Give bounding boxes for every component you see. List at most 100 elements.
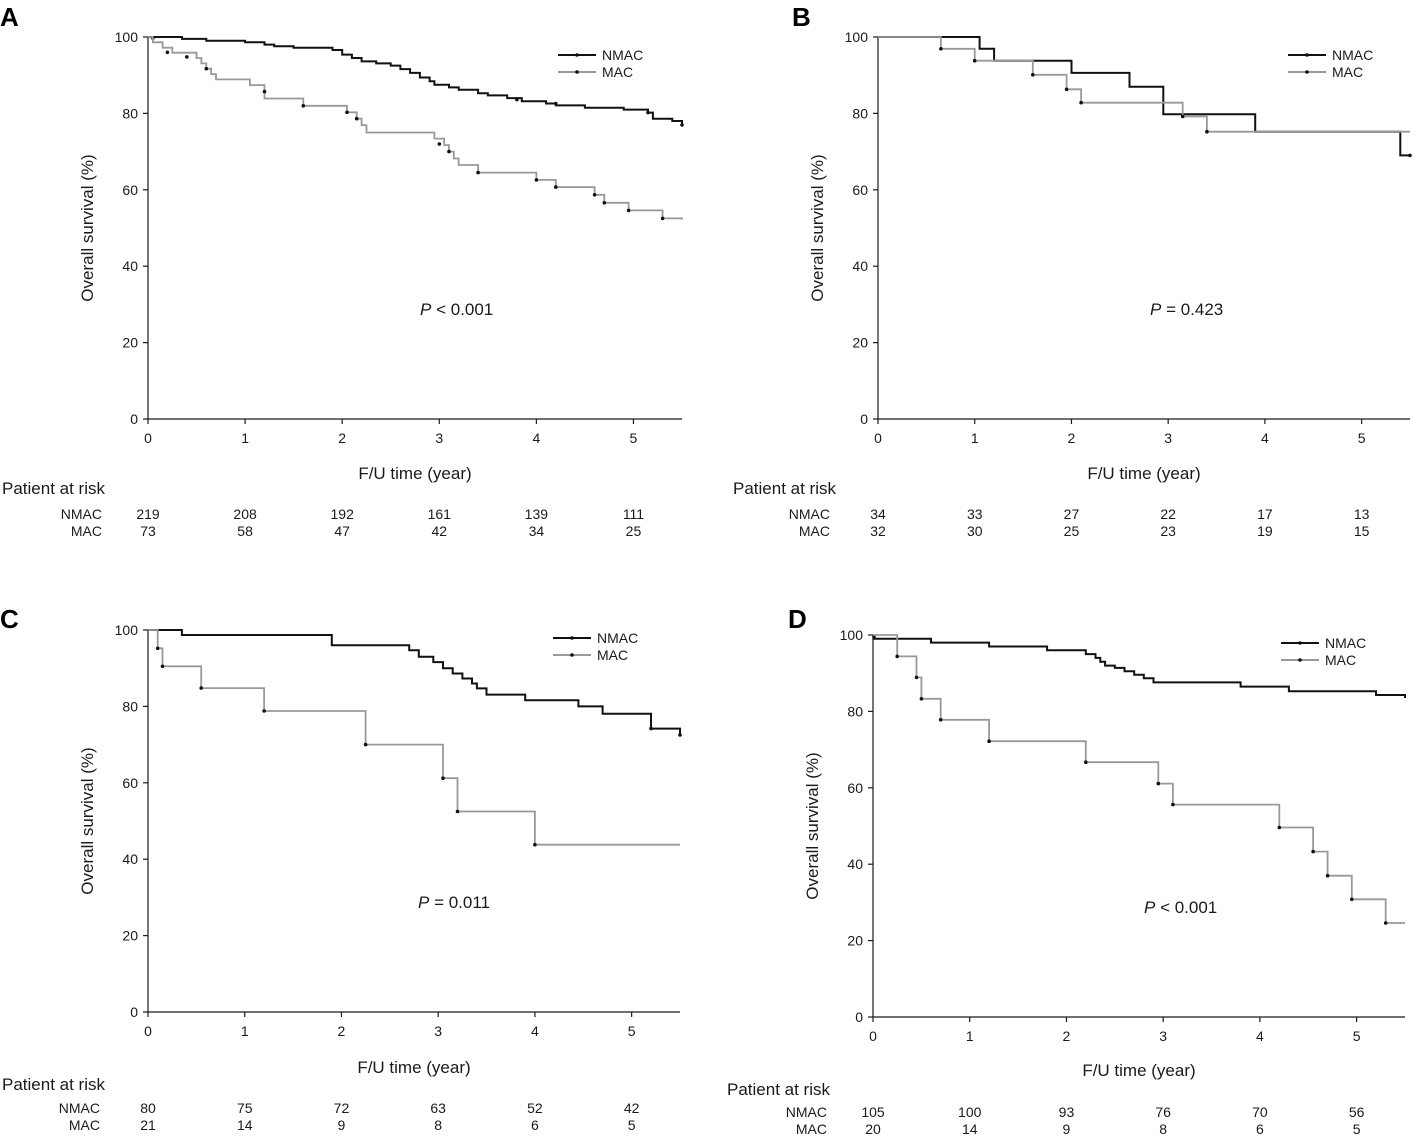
x-tick-label: 3 (434, 1023, 442, 1039)
censor-mark-nmac (1408, 153, 1412, 158)
p-value-symbol: P (1150, 300, 1162, 319)
legend-marker-mac (1305, 70, 1309, 74)
x-tick-label: 3 (1159, 1028, 1167, 1044)
risk-count: 63 (430, 1100, 446, 1116)
risk-count: 17 (1257, 506, 1273, 522)
legend-marker-mac (575, 70, 579, 74)
y-axis-title: Overall survival (%) (78, 747, 97, 894)
y-tick-label: 20 (847, 933, 863, 949)
risk-count: 42 (431, 523, 447, 539)
censor-mark-nmac (515, 97, 519, 102)
censor-mark-mac (437, 142, 442, 146)
risk-count: 6 (531, 1117, 539, 1133)
p-value-symbol: P (1144, 898, 1156, 917)
censor-mark-mac (455, 809, 460, 814)
risk-count: 14 (962, 1121, 978, 1136)
y-tick-label: 0 (860, 411, 868, 427)
x-axis-title: F/U time (year) (1087, 464, 1200, 483)
censor-mark-mac (1180, 114, 1185, 119)
risk-count: 70 (1252, 1104, 1268, 1120)
censor-mark-nmac (649, 726, 653, 731)
x-tick-label: 0 (869, 1028, 877, 1044)
x-tick-label: 5 (630, 430, 638, 446)
censor-mark-mac (1205, 129, 1209, 134)
x-tick-label: 2 (1068, 430, 1076, 446)
censor-mark-mac (262, 709, 266, 713)
risk-row-label-nmac: NMAC (61, 506, 102, 522)
series-line-mac (148, 36, 683, 220)
censor-mark-mac (199, 686, 203, 690)
y-axis-title: Overall survival (%) (808, 154, 827, 301)
p-value-text: < 0.001 (1155, 898, 1217, 917)
series-line-nmac (148, 36, 683, 125)
censor-mark-mac (1171, 802, 1175, 807)
censor-mark-nmac (680, 123, 684, 127)
censor-mark-mac (895, 654, 899, 659)
risk-count: 139 (525, 506, 549, 522)
p-value: P < 0.001 (1144, 898, 1217, 917)
x-tick-label: 1 (241, 1023, 249, 1039)
y-tick-label: 60 (847, 780, 863, 796)
y-axis-title: Overall survival (%) (78, 154, 97, 301)
risk-count: 161 (428, 506, 452, 522)
risk-row-label-mac: MAC (69, 1117, 100, 1133)
censor-mark-mac (354, 116, 359, 121)
risk-count: 52 (527, 1100, 543, 1116)
x-tick-label: 2 (338, 430, 346, 446)
y-tick-label: 40 (852, 258, 868, 274)
y-tick-label: 40 (122, 258, 138, 274)
y-tick-label: 100 (115, 29, 139, 45)
p-value-symbol: P (420, 300, 432, 319)
risk-count: 58 (237, 523, 253, 539)
legend-label-mac: MAC (597, 647, 628, 663)
risk-count: 219 (136, 506, 160, 522)
legend-marker-nmac (570, 636, 574, 640)
risk-count: 21 (140, 1117, 156, 1133)
legend-label-nmac: NMAC (1332, 47, 1373, 63)
legend-marker-mac (570, 653, 574, 657)
censor-mark-mac (204, 66, 209, 71)
censor-mark-mac (534, 178, 539, 182)
risk-row-label-nmac: NMAC (59, 1100, 100, 1116)
risk-count: 23 (1160, 523, 1176, 539)
risk-count: 6 (1256, 1121, 1264, 1136)
censor-mark-mac (1079, 100, 1083, 105)
risk-count: 42 (624, 1100, 640, 1116)
censor-mark-mac (592, 193, 597, 197)
panel-letter: A (0, 2, 19, 32)
y-tick-label: 100 (840, 627, 864, 643)
risk-count: 9 (1063, 1121, 1071, 1136)
risk-count: 73 (140, 523, 156, 539)
risk-table-title: Patient at risk (2, 1075, 105, 1094)
risk-table-title: Patient at risk (727, 1080, 830, 1099)
risk-count: 33 (967, 506, 983, 522)
legend-label-mac: MAC (1332, 64, 1363, 80)
legend-label-mac: MAC (602, 64, 633, 80)
x-tick-label: 5 (1353, 1028, 1361, 1044)
censor-mark-mac (1325, 873, 1330, 878)
risk-count: 80 (140, 1100, 156, 1116)
risk-count: 100 (958, 1104, 982, 1120)
series-line-mac (878, 36, 1410, 133)
censor-mark-mac (1383, 921, 1388, 925)
p-value-symbol: P (418, 893, 430, 912)
risk-row-label-nmac: NMAC (786, 1104, 827, 1120)
censor-mark-nmac (646, 110, 650, 115)
risk-count: 105 (861, 1104, 885, 1120)
censor-mark-nmac (554, 101, 558, 106)
censor-mark-mac (160, 664, 165, 669)
risk-count: 75 (237, 1100, 253, 1116)
risk-count: 76 (1155, 1104, 1171, 1120)
risk-row-label-mac: MAC (796, 1121, 827, 1136)
risk-row-label-nmac: NMAC (789, 506, 830, 522)
series-line-mac (873, 634, 1405, 924)
risk-count: 47 (334, 523, 350, 539)
y-tick-label: 0 (130, 411, 138, 427)
x-axis-title: F/U time (year) (357, 1058, 470, 1077)
risk-count: 8 (1159, 1121, 1167, 1136)
legend-label-mac: MAC (1325, 652, 1356, 668)
censor-mark-mac (447, 149, 451, 154)
legend-marker-nmac (1305, 53, 1309, 57)
y-tick-label: 0 (130, 1004, 138, 1020)
